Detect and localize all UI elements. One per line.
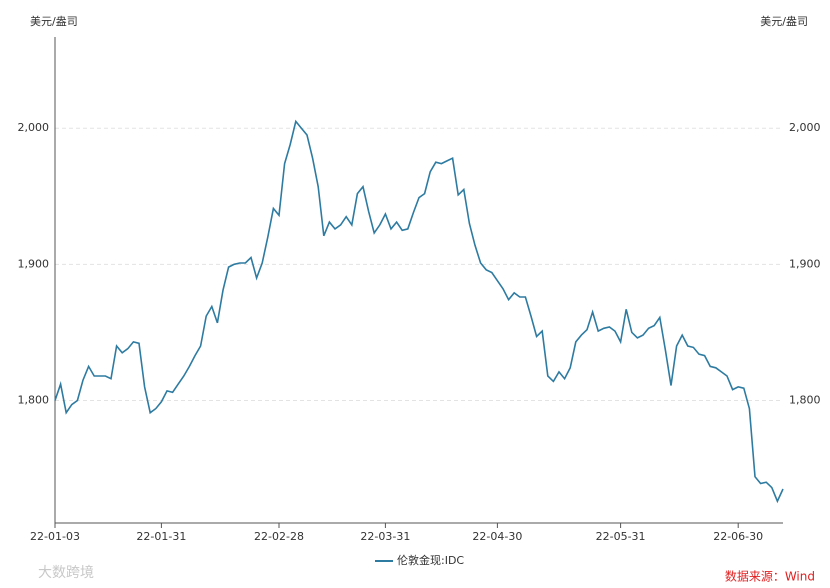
data-line <box>54 119 784 504</box>
x-tick-label: 22-02-28 <box>254 530 304 543</box>
x-tick-label: 22-05-31 <box>596 530 646 543</box>
source-note: 数据来源：Wind <box>725 569 815 584</box>
x-tick-label: 22-04-30 <box>472 530 522 543</box>
y2-axis-label: 美元/盎司 <box>760 14 808 28</box>
x-tick-label: 22-01-31 <box>136 530 186 543</box>
y-tick-label: 2,000 <box>18 121 50 134</box>
y2-tick-label: 1,800 <box>789 393 821 406</box>
watermark: 大数跨境 <box>38 565 94 581</box>
legend-label: 伦敦金现:IDC <box>397 553 464 567</box>
y2-tick-label: 2,000 <box>789 121 821 134</box>
x-tick-label: 22-06-30 <box>713 530 763 543</box>
y-tick-label: 1,800 <box>18 393 50 406</box>
y2-tick-label: 1,900 <box>789 257 821 270</box>
y-axis-label: 美元/盎司 <box>30 14 78 28</box>
y-tick-label: 1,900 <box>18 257 50 270</box>
x-tick-label: 22-01-03 <box>30 530 80 543</box>
x-tick-label: 22-03-31 <box>360 530 410 543</box>
